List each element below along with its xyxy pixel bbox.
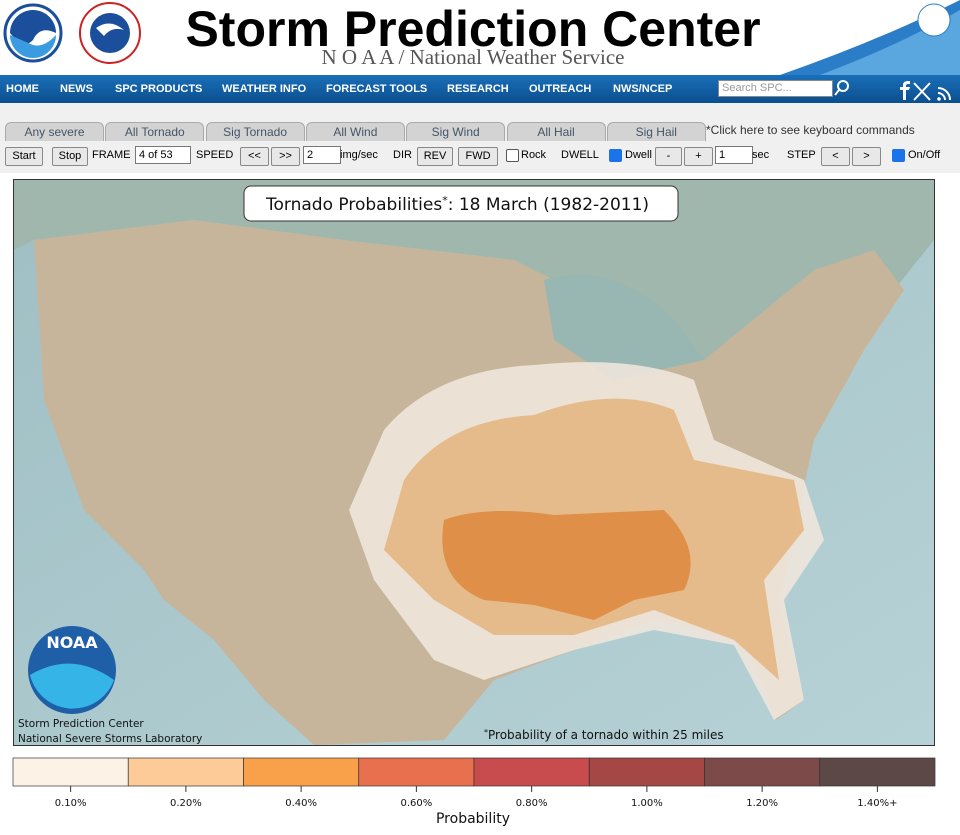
canada <box>14 180 934 370</box>
legend-label: 1.00% <box>631 798 663 809</box>
legend-swatch <box>819 757 936 787</box>
map-title: Tornado Probabilities*: 18 March (1982-2… <box>265 194 649 215</box>
doc-seal <box>917 3 951 37</box>
legend-label: 1.40%+ <box>857 798 897 809</box>
legend-label: 1.20% <box>746 798 778 809</box>
frame-label: FRAME <box>92 149 131 161</box>
rock-label: Rock <box>521 149 547 161</box>
legend-swatch <box>127 757 244 787</box>
nav-bar: Search SPC... HOME NEWS SPC PRODUCTS WEATHE… <box>0 75 960 103</box>
nws-logo-center <box>90 13 130 53</box>
nav-link[interactable]: NWS/NCEP <box>613 83 673 95</box>
step-prev[interactable]: < <box>821 147 850 166</box>
legend-swatch <box>243 757 360 787</box>
x-icon[interactable] <box>913 82 931 101</box>
speed-unit: img/sec <box>340 149 378 161</box>
speed-label: SPEED <box>196 149 234 161</box>
speed-down[interactable]: << <box>240 147 269 166</box>
onoff-checkbox[interactable] <box>892 149 905 162</box>
site-title: Storm Prediction Center <box>185 1 761 57</box>
dwell-checkbox[interactable] <box>609 149 622 162</box>
map-credit: Storm Prediction Center <box>18 718 144 730</box>
facebook-icon[interactable] <box>900 81 910 100</box>
legend-label: 0.10% <box>55 798 87 809</box>
legend-swatch <box>12 757 129 787</box>
step-next[interactable]: > <box>852 147 881 166</box>
legend-swatch <box>473 757 590 787</box>
keyboard-note[interactable]: *Click here to see keyboard commands <box>706 123 915 137</box>
dir-label: DIR <box>393 149 412 161</box>
search-box[interactable]: Search SPC... <box>718 80 833 97</box>
noaa-logo-water <box>10 35 56 58</box>
speed-field[interactable]: 2 <box>303 146 341 164</box>
search-icon[interactable] <box>837 80 849 92</box>
product-tab[interactable]: Sig Tornado <box>205 122 305 141</box>
legend-swatch <box>704 757 821 787</box>
legend-label: 0.20% <box>170 798 202 809</box>
search-icon-handle <box>834 89 840 96</box>
nav-link[interactable]: NEWS <box>60 83 93 95</box>
noaa-logo-bird <box>10 10 56 44</box>
product-tab[interactable]: Sig Hail <box>606 122 706 141</box>
header-swoosh <box>820 10 960 75</box>
start-button[interactable]: Start <box>5 147 43 166</box>
header-graphics <box>3 0 960 75</box>
legend: Probability 0.10% 0.20% 0.40% 0.60% 0.80% 1.0… <box>12 757 936 827</box>
speed-up[interactable]: >> <box>271 147 300 166</box>
rss-icon[interactable] <box>937 87 951 101</box>
rss-dot <box>937 97 941 101</box>
rev-button[interactable]: REV <box>417 147 453 166</box>
dwell-unit: sec <box>752 149 770 161</box>
map-noaa-logo-water <box>30 663 114 709</box>
fwd-button[interactable]: FWD <box>458 147 498 166</box>
legend-label: 0.60% <box>400 798 432 809</box>
product-tab[interactable]: All Wind <box>305 122 405 141</box>
legend-label: 0.80% <box>516 798 548 809</box>
frame-field[interactable]: 4 of 53 <box>135 146 191 164</box>
toolbar: *Click here to see keyboard commands Sta… <box>0 103 960 173</box>
dwell-label: DWELL <box>561 149 599 161</box>
nws-logo-cloud <box>96 23 124 36</box>
nav-link[interactable]: SPC PRODUCTS <box>115 83 203 95</box>
nav-link[interactable]: HOME <box>6 83 39 95</box>
rock-checkbox[interactable] <box>506 149 519 162</box>
map-title-box <box>243 185 679 222</box>
legend-swatch <box>358 757 475 787</box>
prob-contour-inner <box>442 510 691 620</box>
nav-link[interactable]: WEATHER INFO <box>222 83 307 95</box>
legend-swatch <box>588 757 705 787</box>
map-logo-text: NOAA <box>46 633 98 652</box>
dwell-plus[interactable]: + <box>684 147 713 166</box>
nav-link[interactable]: RESEARCH <box>447 83 509 95</box>
dwell-field[interactable]: 1 <box>715 146 753 164</box>
site-subtitle: N O A A / National Weather Service <box>321 45 625 69</box>
product-tab[interactable]: All Tornado <box>105 122 205 141</box>
step-label: STEP <box>787 149 816 161</box>
nav-icons <box>834 80 951 101</box>
great-lakes <box>544 275 704 380</box>
nav-link[interactable]: OUTREACH <box>529 83 592 95</box>
map: Tornado Probabilities*: 18 March (1982-2… <box>14 180 934 745</box>
nav-link[interactable]: FORECAST TOOLS <box>326 83 428 95</box>
map-footnote: *Probability of a tornado within 25 mile… <box>484 728 724 742</box>
product-tab[interactable]: All Hail <box>506 122 606 141</box>
legend-title: Probability <box>436 811 510 827</box>
onoff-label: On/Off <box>908 149 941 161</box>
product-tab[interactable]: Sig Wind <box>406 122 506 141</box>
map-frame: Tornado Probabilities*: 18 March (1982-2… <box>13 179 935 746</box>
map-credit: National Severe Storms Laboratory <box>18 733 202 745</box>
stop-button[interactable]: Stop <box>52 147 88 166</box>
dwell-minus[interactable]: - <box>655 147 682 166</box>
legend-label: 0.40% <box>285 798 317 809</box>
dwell-text: Dwell <box>625 149 652 161</box>
product-tab[interactable]: Any severe <box>5 122 104 141</box>
